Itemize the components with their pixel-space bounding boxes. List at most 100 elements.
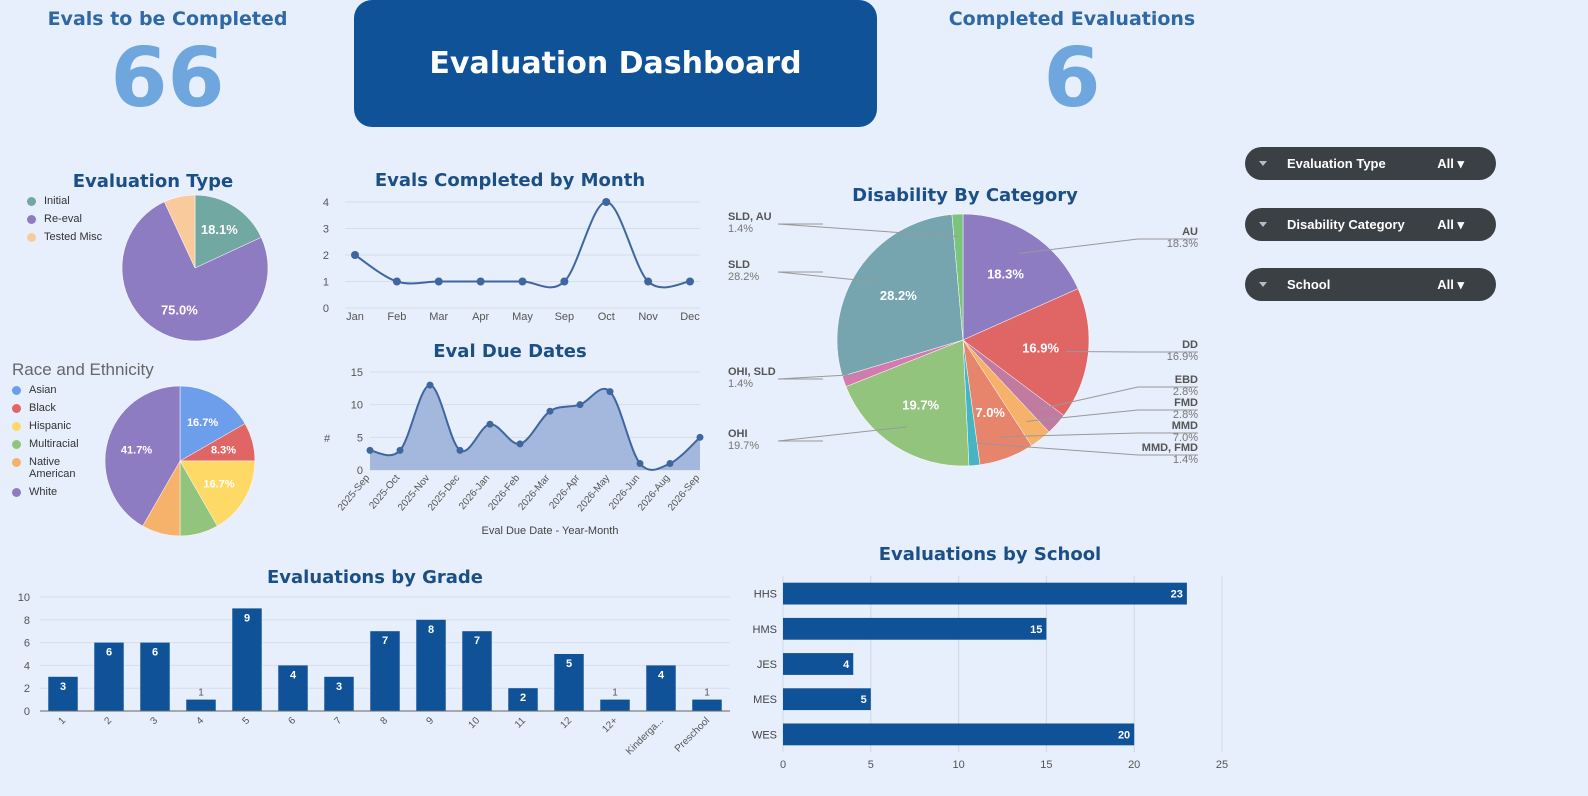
bar bbox=[554, 654, 584, 711]
chart-title-by-month: Evals Completed by Month bbox=[374, 170, 646, 191]
filter-school[interactable]: School All ▾ bbox=[1245, 268, 1496, 301]
pie-data-label: 18.3% bbox=[987, 266, 1024, 281]
data-point bbox=[606, 388, 614, 396]
bar-data-label: 8 bbox=[428, 624, 434, 636]
bar bbox=[646, 665, 676, 711]
x-tick-label: Apr bbox=[472, 311, 489, 323]
x-tick-label: Oct bbox=[598, 311, 615, 323]
bar-data-label: 5 bbox=[861, 694, 867, 706]
bar bbox=[783, 688, 871, 711]
filter-label: Disability Category bbox=[1287, 217, 1405, 232]
bar bbox=[416, 619, 446, 711]
y-tick-label: 6 bbox=[24, 638, 30, 650]
data-point bbox=[426, 381, 434, 389]
y-tick-label: 1 bbox=[323, 277, 329, 289]
filter-funnel-icon bbox=[1259, 161, 1267, 166]
pie-percent-label: 16.9% bbox=[1167, 351, 1198, 363]
x-tick-label: Mar bbox=[429, 311, 448, 323]
pie-slice bbox=[179, 460, 256, 527]
pie-slice bbox=[951, 213, 964, 341]
pie-slice bbox=[194, 194, 262, 269]
data-point bbox=[644, 277, 653, 286]
pie-leader-line bbox=[777, 271, 878, 283]
race-ethnicity-pie-chart: 16.7% 8.3% 16.7% 41.7% bbox=[104, 385, 256, 537]
pie-data-label: 75.0% bbox=[161, 302, 198, 317]
filter-value-dropdown[interactable]: All ▾ bbox=[1437, 216, 1464, 232]
pie-data-label: 7.0% bbox=[975, 405, 1005, 420]
pie-slice bbox=[962, 288, 1090, 416]
pie-percent-label: 2.8% bbox=[1173, 409, 1198, 421]
x-tick-label: 9 bbox=[424, 715, 436, 727]
pie-percent-label: 1.4% bbox=[728, 223, 753, 235]
filter-label: Evaluation Type bbox=[1287, 156, 1386, 171]
y-tick-label: MES bbox=[753, 694, 777, 706]
x-tick-label: 2025-Sep bbox=[336, 473, 373, 514]
filter-value-dropdown[interactable]: All ▾ bbox=[1437, 276, 1464, 292]
pie-category-label: SLD, AU bbox=[728, 211, 772, 223]
pie-data-label: 16.9% bbox=[1022, 341, 1059, 356]
bar-data-label: 20 bbox=[1118, 729, 1130, 741]
bar bbox=[508, 688, 538, 711]
pie-category-label: FMD bbox=[1174, 397, 1198, 409]
pie-data-label: 19.7% bbox=[902, 398, 939, 413]
pie-data-label: 8.3% bbox=[211, 444, 236, 456]
filter-value-dropdown[interactable]: All ▾ bbox=[1437, 155, 1464, 171]
y-tick-label: JES bbox=[757, 659, 777, 671]
legend-label: Multiracial bbox=[29, 438, 79, 450]
pie-data-label: 41.7% bbox=[121, 444, 152, 456]
x-tick-label: 12 bbox=[558, 715, 574, 731]
bar-data-label: 7 bbox=[474, 635, 480, 647]
eval-due-dates-area-chart: 051015#2025-Sep2025-Oct2025-Nov2025-Dec2… bbox=[324, 367, 704, 537]
pie-leader-line bbox=[777, 223, 959, 238]
pie-percent-label: 2.8% bbox=[1173, 386, 1198, 398]
y-tick-label: 4 bbox=[24, 660, 30, 672]
pie-category-label: SLD bbox=[728, 259, 750, 271]
y-tick-label: WES bbox=[752, 729, 777, 741]
filter-funnel-icon bbox=[1259, 282, 1267, 287]
pie-data-label: 16.7% bbox=[203, 479, 234, 491]
evals-by-grade-bar-chart: 0 2 4 6 8 10 3 1 6 2 6 3 1 4 9 5 4 6 3 7 7 8 8 9 7 10 2 11 5 12 1 12+ 4 K… bbox=[18, 592, 730, 757]
pie-percent-label: 7.0% bbox=[1173, 432, 1198, 444]
x-tick-label: 11 bbox=[513, 715, 528, 730]
x-tick-label: Sep bbox=[555, 311, 575, 323]
pie-slice bbox=[845, 339, 970, 467]
data-point bbox=[636, 459, 644, 467]
bar-data-label: 4 bbox=[658, 669, 665, 681]
pie-slice bbox=[962, 213, 1079, 341]
y-tick-label: 2 bbox=[24, 683, 30, 695]
bar bbox=[186, 699, 216, 711]
legend-dot bbox=[12, 386, 21, 395]
bar-data-label: 3 bbox=[60, 681, 66, 693]
x-tick-label: 7 bbox=[332, 715, 344, 727]
filter-evaluation-type[interactable]: Evaluation Type All ▾ bbox=[1245, 147, 1496, 180]
pie-slice bbox=[179, 385, 246, 462]
legend-label: Re-eval bbox=[44, 213, 82, 225]
y-tick-label: 10 bbox=[351, 400, 363, 412]
legend-label: Asian bbox=[29, 384, 57, 396]
filter-disability-category[interactable]: Disability Category All ▾ bbox=[1245, 208, 1496, 241]
y-tick-label: 0 bbox=[24, 706, 30, 718]
pie-category-label: EBD bbox=[1175, 374, 1198, 386]
filter-funnel-icon bbox=[1259, 222, 1267, 227]
x-tick-label: Kinderga... bbox=[624, 715, 666, 757]
x-tick-label: 5 bbox=[868, 759, 874, 771]
pie-leader-line bbox=[998, 432, 1198, 438]
legend-dot bbox=[12, 458, 21, 467]
data-point bbox=[351, 251, 359, 259]
page-title: Evaluation Dashboard bbox=[429, 46, 802, 81]
pie-category-label: MMD, FMD bbox=[1142, 442, 1198, 454]
x-tick-label: 20 bbox=[1128, 759, 1140, 771]
x-tick-label: 8 bbox=[378, 715, 390, 727]
bar-data-label: 1 bbox=[704, 688, 710, 699]
pie-category-label: OHI bbox=[728, 428, 748, 440]
legend-label: Initial bbox=[44, 195, 70, 207]
legend-dot bbox=[27, 233, 36, 242]
x-tick-label: 6 bbox=[286, 715, 298, 727]
x-tick-label: 2026-Sep bbox=[666, 473, 703, 514]
bar-data-label: 6 bbox=[152, 647, 158, 659]
legend-item: Multiracial bbox=[12, 438, 107, 450]
y-tick-label: 2 bbox=[323, 250, 329, 262]
legend-item: Black bbox=[12, 402, 107, 414]
kpi-to-complete-label: Evals to be Completed bbox=[47, 8, 288, 30]
x-tick-label: Dec bbox=[680, 311, 700, 323]
